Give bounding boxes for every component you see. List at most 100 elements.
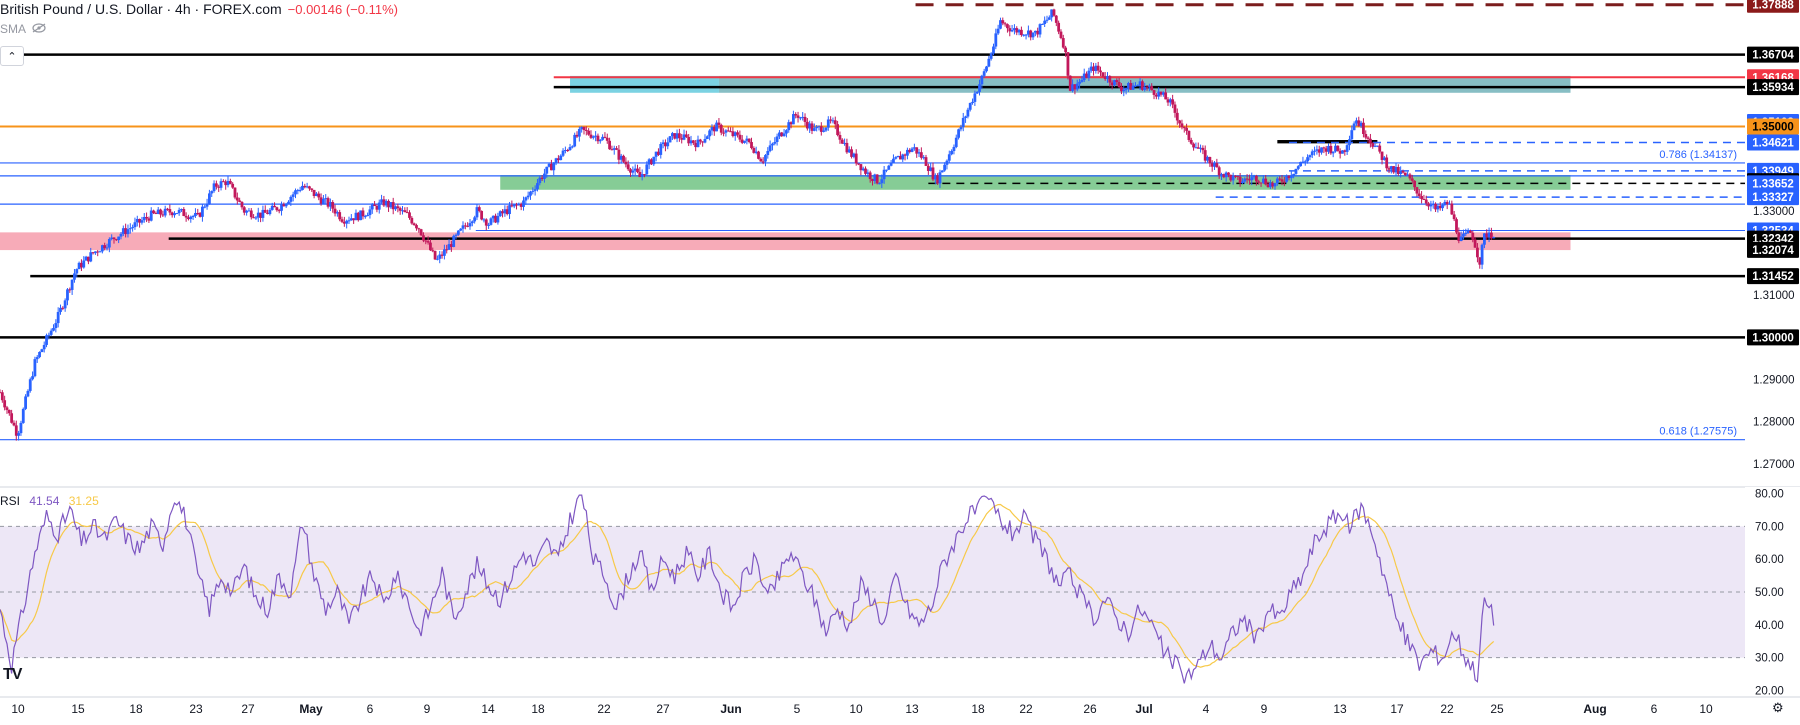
candle-body: [112, 237, 116, 240]
candle-body: [1375, 145, 1379, 147]
candle-body: [384, 200, 388, 206]
candle-body: [715, 122, 719, 132]
candle-body: [615, 148, 618, 150]
candle-body: [887, 165, 891, 170]
candle-body: [66, 289, 69, 301]
candle-body: [761, 161, 765, 163]
candle-body: [854, 153, 858, 164]
time-tick-label: 13: [905, 702, 919, 716]
eye-off-icon[interactable]: [32, 22, 46, 36]
candle-body: [201, 206, 204, 217]
rsi-legend[interactable]: RSI 41.54 31.25: [0, 494, 99, 508]
candle-body: [708, 130, 712, 137]
candle-body: [1445, 201, 1449, 205]
candle-body: [659, 144, 663, 155]
rsi-tick-label: 70.00: [1755, 521, 1784, 533]
candle-body: [1299, 161, 1303, 167]
candle-body: [782, 133, 786, 137]
candle-body: [547, 163, 551, 167]
candle-body: [1382, 157, 1386, 160]
candle-body: [475, 207, 479, 218]
candle-body: [1396, 166, 1400, 174]
candle-body: [1248, 179, 1251, 181]
candle-body: [126, 229, 130, 235]
candle-body: [1164, 92, 1168, 100]
candle-body: [661, 142, 665, 145]
candle-body: [291, 194, 295, 197]
candle-body: [691, 140, 695, 143]
candle-body: [408, 212, 411, 218]
candle-body: [103, 245, 107, 249]
candle-body: [729, 131, 732, 133]
candle-body: [1178, 120, 1182, 124]
candle-body: [989, 53, 993, 59]
collapse-legend-button[interactable]: ⌃: [0, 46, 24, 66]
candle-body: [1366, 137, 1370, 139]
time-tick-label: May: [299, 702, 323, 716]
candle-body: [349, 218, 353, 221]
candle-body: [1471, 232, 1475, 240]
candle-body: [235, 197, 239, 201]
candle-body: [328, 202, 332, 207]
candle-body: [354, 212, 358, 221]
candle-body: [259, 212, 262, 218]
candle-body: [1487, 232, 1491, 238]
candle-body: [961, 117, 965, 128]
candle-body: [1492, 237, 1496, 239]
candle-body: [1131, 85, 1135, 90]
candle-body: [359, 210, 363, 221]
candle-body: [629, 169, 632, 173]
candle-body: [1017, 29, 1021, 33]
candle-body: [221, 181, 225, 183]
candle-body: [217, 186, 221, 188]
candle-body: [1173, 104, 1177, 113]
candle-body: [557, 158, 560, 161]
candle-body: [740, 139, 744, 143]
candle-body: [722, 132, 725, 134]
candle-body: [459, 228, 463, 231]
symbol-title[interactable]: British Pound / U.S. Dollar · 4h · FOREX…: [0, 1, 282, 17]
time-tick-label: 18: [531, 702, 545, 716]
candle-body: [89, 252, 93, 262]
candle-body: [42, 344, 46, 350]
candle-body: [959, 127, 963, 130]
candle-body: [191, 216, 195, 218]
candle-body: [184, 215, 188, 218]
candle-body: [1136, 85, 1140, 87]
candle-body: [1243, 178, 1247, 182]
candle-body: [447, 244, 451, 250]
candle-body: [147, 218, 151, 221]
candle-body: [617, 149, 621, 160]
candle-body: [312, 189, 316, 197]
candle-body: [503, 209, 507, 214]
candle-body: [373, 204, 376, 206]
candle-body: [1289, 175, 1293, 179]
candle-body: [175, 213, 179, 215]
rsi-value: 41.54: [29, 494, 60, 508]
sma-legend[interactable]: SMA: [0, 22, 46, 36]
candle-body: [1485, 233, 1489, 238]
candle-body: [49, 330, 53, 335]
candle-body: [1320, 147, 1323, 153]
tradingview-logo[interactable]: TV: [3, 666, 22, 683]
candle-body: [1080, 80, 1084, 82]
candle-body: [1047, 17, 1051, 20]
candle-body: [31, 376, 34, 380]
candle-body: [899, 155, 902, 160]
candle-body: [1380, 151, 1384, 160]
candle-body: [1417, 193, 1421, 197]
candle-body: [1157, 91, 1161, 97]
candle-body: [487, 224, 490, 226]
candle-body: [752, 148, 756, 153]
candle-body: [936, 175, 940, 184]
candle-body: [1082, 73, 1086, 81]
candle-body: [1210, 163, 1214, 167]
gear-icon[interactable]: ⚙: [1772, 700, 1784, 715]
candle-body: [1401, 170, 1405, 173]
candle-body: [1096, 65, 1100, 71]
candle-body: [789, 122, 793, 125]
candle-body: [100, 245, 104, 252]
candle-body: [805, 121, 809, 129]
